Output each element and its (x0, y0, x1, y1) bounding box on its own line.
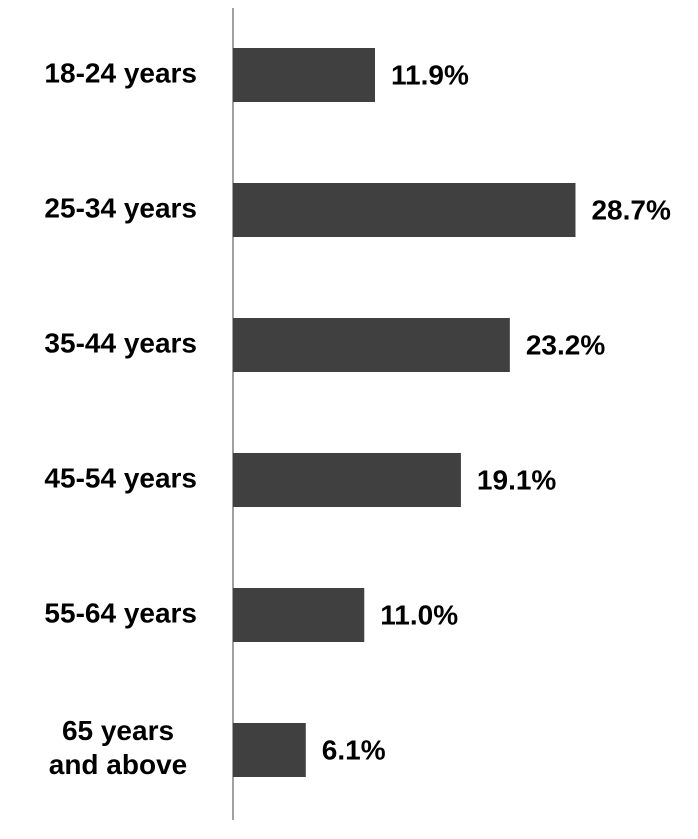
bar (233, 48, 376, 102)
value-label: 6.1% (322, 734, 386, 765)
bar (233, 588, 365, 642)
category-label: 18-24 years (44, 57, 197, 88)
category-label: 65 years and above (49, 715, 187, 780)
bar (233, 453, 461, 507)
value-label: 28.7% (591, 194, 670, 225)
category-label: 55-64 years (44, 597, 197, 628)
value-label: 23.2% (526, 329, 605, 360)
value-label: 11.0% (380, 599, 458, 630)
category-label: 45-54 years (44, 462, 197, 493)
bar (233, 183, 576, 237)
category-label: 35-44 years (44, 327, 197, 358)
bar (233, 318, 510, 372)
value-label: 19.1% (477, 464, 556, 495)
bar (233, 723, 306, 777)
value-label: 11.9% (391, 59, 469, 90)
category-label: 25-34 years (44, 192, 197, 223)
